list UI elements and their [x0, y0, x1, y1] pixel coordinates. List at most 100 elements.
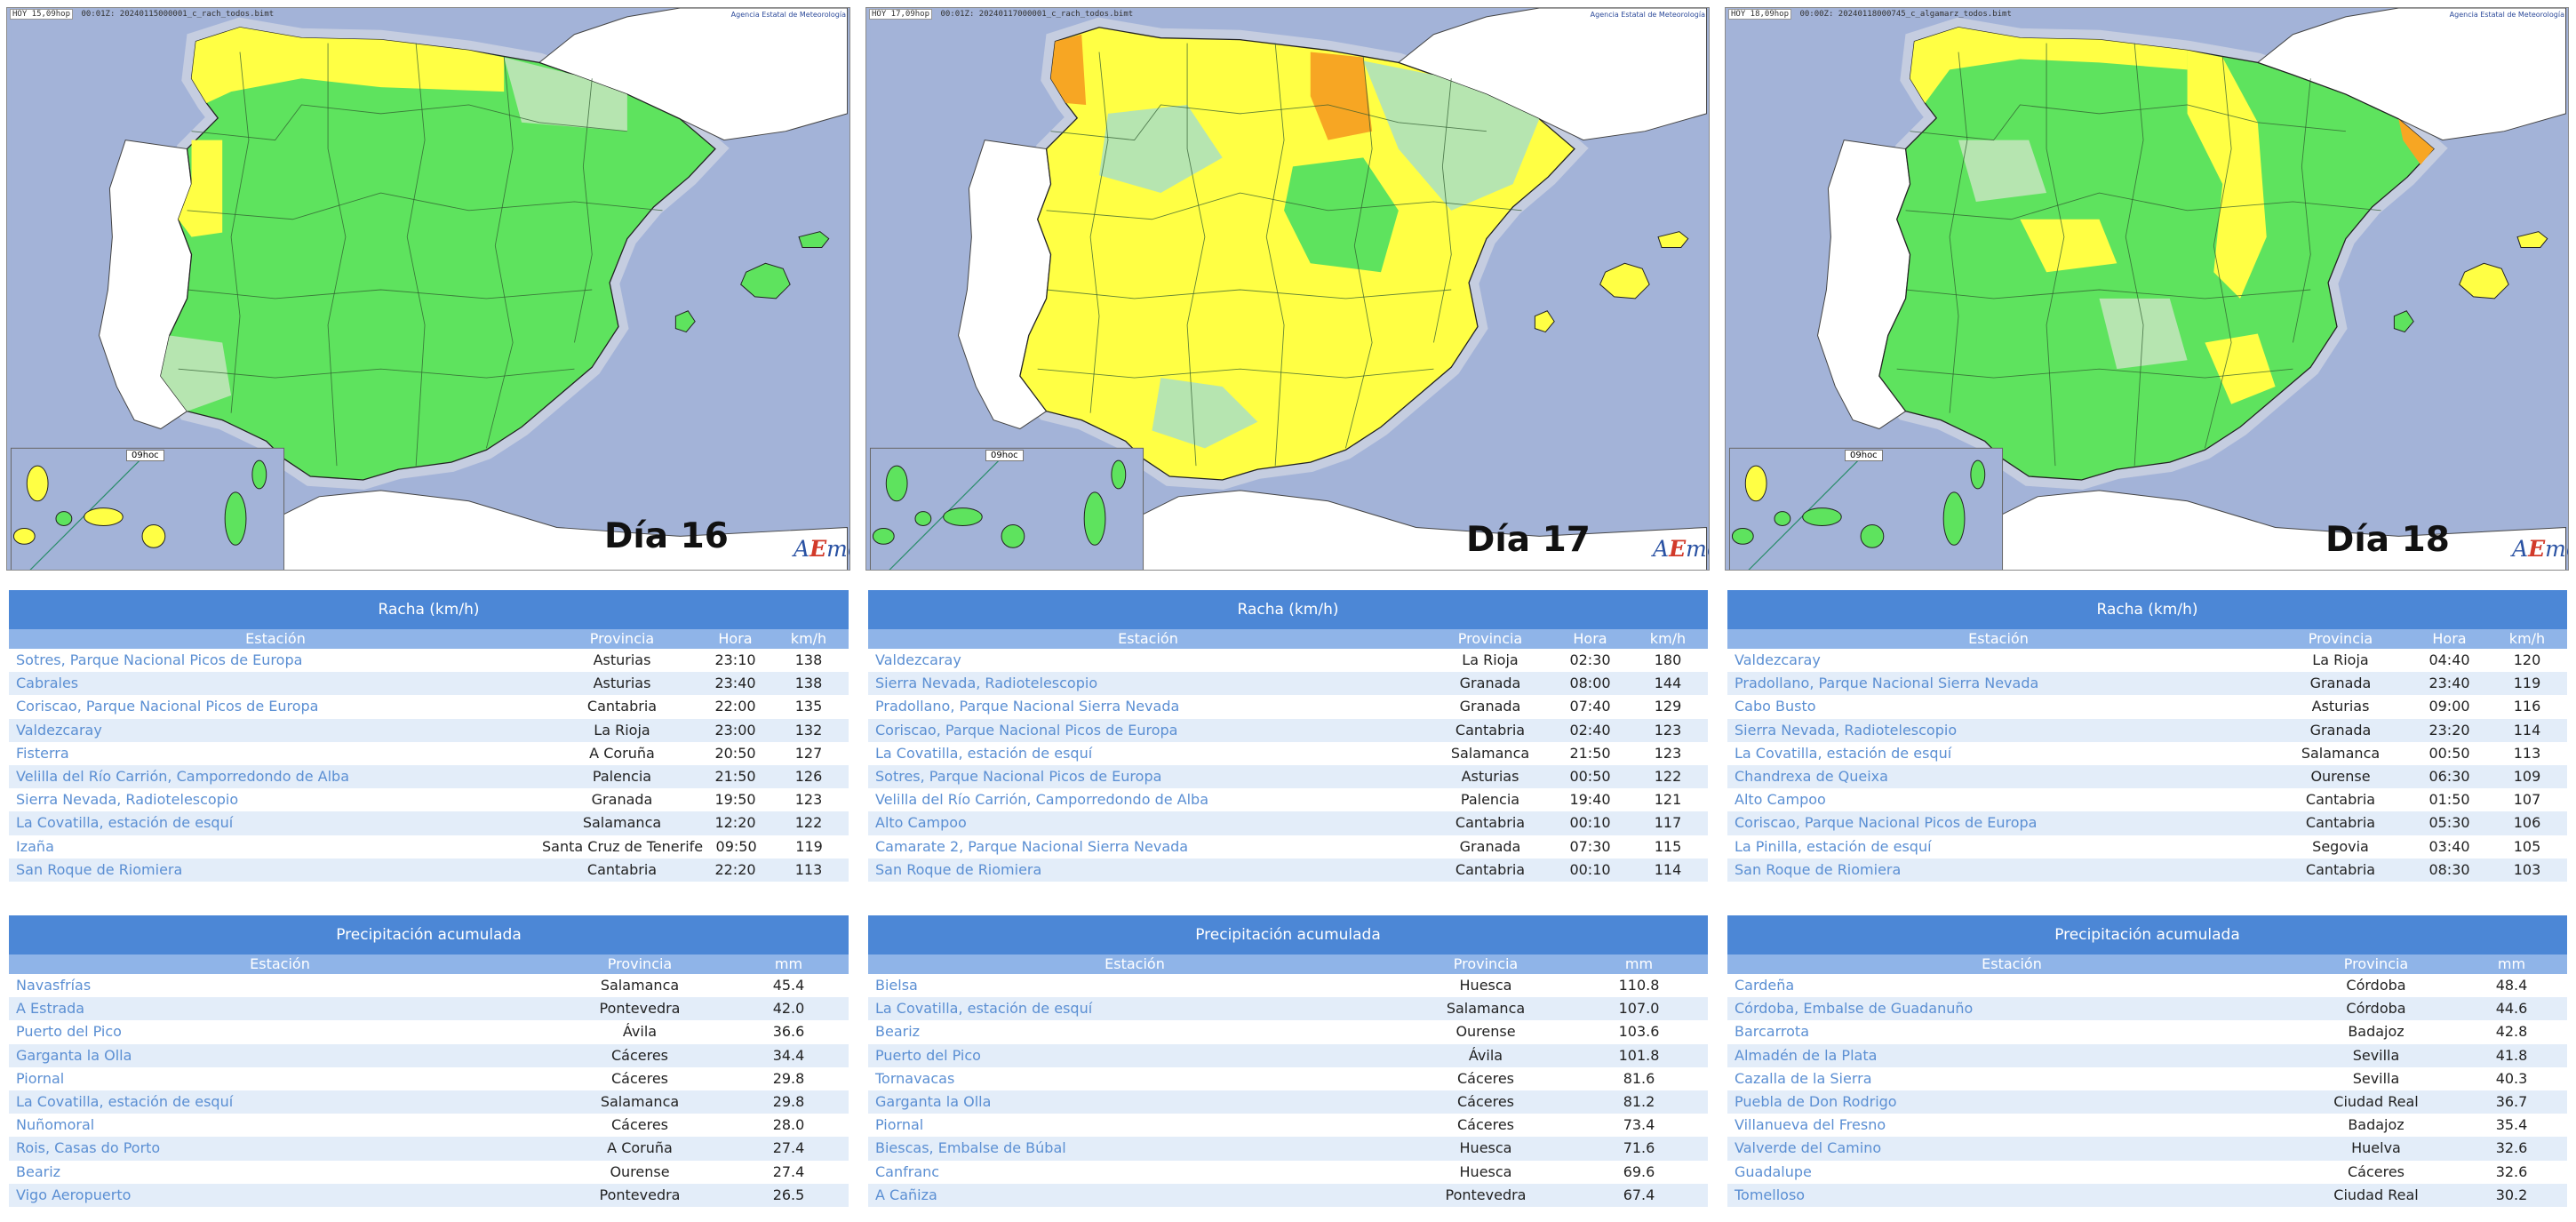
table-row: Coriscao, Parque Nacional Picos de Europ… [9, 695, 849, 719]
station-link[interactable]: Nuñomoral [16, 1116, 95, 1134]
warning-zone-north [191, 27, 505, 103]
station-link[interactable]: Navasfrías [16, 977, 92, 994]
station-link[interactable]: Sierra Nevada, Radiotelescopio [1735, 721, 1958, 739]
station-link[interactable]: La Pinilla, estación de esquí [1735, 837, 1932, 855]
inset-time-label: 09hoc [985, 450, 1024, 461]
table-row: A Cañiza Pontevedra 67.4 [868, 1183, 1708, 1207]
station-link[interactable]: Coriscao, Parque Nacional Picos de Europ… [1735, 814, 2038, 832]
station-link[interactable]: La Covatilla, estación de esquí [875, 1000, 1093, 1018]
station-link[interactable]: Córdoba, Embalse de Guadanuño [1735, 1000, 1974, 1018]
station-link[interactable]: La Covatilla, estación de esquí [16, 814, 234, 832]
station-link[interactable]: Beariz [875, 1023, 921, 1041]
station-link[interactable]: Velilla del Río Carrión, Camporredondo d… [875, 791, 1209, 809]
station-link[interactable]: Coriscao, Parque Nacional Picos de Europ… [875, 721, 1178, 739]
inset-time-label: 09hoc [1845, 450, 1883, 461]
station-link[interactable]: Biescas, Embalse de Búbal [875, 1139, 1066, 1157]
station-link[interactable]: San Roque de Riomiera [16, 860, 183, 878]
station-link[interactable]: Valverde del Camino [1735, 1139, 1882, 1157]
station-link[interactable]: Pradollano, Parque Nacional Sierra Nevad… [1735, 675, 2039, 692]
station-link[interactable]: A Cañiza [875, 1186, 937, 1203]
station-link[interactable]: Vigo Aeropuerto [16, 1186, 132, 1203]
table-row: Tornavacas Cáceres 81.6 [868, 1066, 1708, 1090]
station-link[interactable]: Velilla del Río Carrión, Camporredondo d… [16, 767, 350, 785]
table-row: A Estrada Pontevedra 42.0 [9, 997, 849, 1021]
station-link[interactable]: Sotres, Parque Nacional Picos de Europa [16, 651, 303, 668]
station-link[interactable]: Puebla de Don Rodrigo [1735, 1092, 1897, 1110]
table-title: Racha (km/h) [1727, 590, 2567, 629]
table-row: La Covatilla, estación de esquí Salamanca… [1727, 741, 2567, 765]
table-title: Racha (km/h) [9, 590, 849, 629]
station-link[interactable]: Alto Campoo [875, 814, 967, 832]
table-row: La Covatilla, estación de esquí Salamanca… [9, 1090, 849, 1114]
station-link[interactable]: Camarate 2, Parque Nacional Sierra Nevad… [875, 837, 1189, 855]
station-link[interactable]: Canfranc [875, 1162, 940, 1180]
station-link[interactable]: Guadalupe [1735, 1162, 1812, 1180]
station-link[interactable]: Valdezcaray [16, 721, 102, 739]
station-link[interactable]: Izaña [16, 837, 54, 855]
table-title: Precipitación acumulada [868, 915, 1708, 954]
station-link[interactable]: Piornal [875, 1116, 924, 1134]
station-link[interactable]: La Covatilla, estación de esquí [16, 1092, 234, 1110]
station-link[interactable]: Valdezcaray [875, 651, 961, 668]
warning-map: HOY 18,09hop 00:00Z: 20240118000745_c_al… [1725, 7, 2569, 571]
station-link[interactable]: Barcarrota [1735, 1023, 1809, 1041]
station-link[interactable]: Beariz [16, 1162, 61, 1180]
table-row: Camarate 2, Parque Nacional Sierra Nevad… [868, 835, 1708, 859]
table-row: Villanueva del Fresno Badajoz 35.4 [1727, 1114, 2567, 1138]
map-status-bar: HOY 17,09hop 00:01Z: 20240117000001_c_ra… [869, 9, 1134, 20]
station-link[interactable]: Tornavacas [875, 1069, 955, 1087]
station-link[interactable]: Rois, Casas do Porto [16, 1139, 161, 1157]
station-link[interactable]: La Covatilla, estación de esquí [875, 744, 1093, 762]
table-row: Velilla del Río Carrión, Camporredondo d… [9, 764, 849, 789]
station-link[interactable]: La Covatilla, estación de esquí [1735, 744, 1952, 762]
station-link[interactable]: Sotres, Parque Nacional Picos de Europa [875, 767, 1162, 785]
warning-map: HOY 15,09hop 00:01Z: 20240115000001_c_ra… [6, 7, 850, 571]
table-row: Navasfrías Salamanca 45.4 [9, 974, 849, 998]
station-link[interactable]: Puerto del Pico [875, 1046, 981, 1064]
table-row: San Roque de Riomiera Cantabria 08:30 103 [1727, 858, 2567, 882]
station-link[interactable]: Piornal [16, 1069, 65, 1087]
station-link[interactable]: Fisterra [16, 744, 69, 762]
watch-zone-mancha [2099, 298, 2188, 370]
table-title: Racha (km/h) [868, 590, 1708, 629]
station-link[interactable]: Cazalla de la Sierra [1735, 1069, 1872, 1087]
station-link[interactable]: Valdezcaray [1735, 651, 1821, 668]
station-link[interactable]: San Roque de Riomiera [875, 860, 1042, 878]
station-link[interactable]: Alto Campoo [1735, 791, 1826, 809]
station-link[interactable]: Almadén de la Plata [1735, 1046, 1878, 1064]
station-link[interactable]: Sierra Nevada, Radiotelescopio [16, 791, 239, 809]
wind-gust-table: Racha (km/h) Estación Provincia Hora km/… [9, 590, 849, 882]
aemet-logo: AEmet [1653, 536, 1709, 562]
station-link[interactable]: San Roque de Riomiera [1735, 860, 1902, 878]
watch-zone-ebro [1363, 60, 1540, 211]
station-link[interactable]: Villanueva del Fresno [1735, 1116, 1886, 1134]
table-header: Estación Provincia Hora km/h [9, 629, 849, 649]
station-link[interactable]: Coriscao, Parque Nacional Picos de Europ… [16, 698, 319, 715]
day-label: Día 17 [1466, 520, 1591, 560]
calm-zone-center [1284, 157, 1399, 273]
map-date-stamp: HOY 17,09hop [869, 9, 933, 20]
station-link[interactable]: Tomelloso [1735, 1186, 1806, 1203]
station-link[interactable]: Sierra Nevada, Radiotelescopio [875, 675, 1098, 692]
table-row: Valverde del Camino Huelva 32.6 [1727, 1137, 2567, 1161]
table-row: Coriscao, Parque Nacional Picos de Europ… [868, 718, 1708, 742]
station-link[interactable]: Pradollano, Parque Nacional Sierra Nevad… [875, 698, 1180, 715]
map-graphic [10, 8, 849, 570]
table-row: Barcarrota Badajoz 42.8 [1727, 1020, 2567, 1044]
station-link[interactable]: Garganta la Olla [16, 1046, 132, 1064]
station-link[interactable]: Chandrexa de Queixa [1735, 767, 1888, 785]
station-link[interactable]: Bielsa [875, 977, 918, 994]
station-link[interactable]: Cabrales [16, 675, 79, 692]
table-body: Sotres, Parque Nacional Picos de Europa A… [9, 649, 849, 882]
table-row: Canfranc Huesca 69.6 [868, 1160, 1708, 1184]
table-row: Izaña Santa Cruz de Tenerife 09:50 119 [9, 835, 849, 859]
table-header: Estación Provincia mm [868, 954, 1708, 974]
day-label: Día 18 [2325, 520, 2450, 560]
station-link[interactable]: Puerto del Pico [16, 1023, 122, 1041]
map-file-name: 00:01Z: 20240117000001_c_rach_todos.bimt [940, 10, 1134, 19]
station-link[interactable]: Cardeña [1735, 977, 1795, 994]
orange-zone-girona [2398, 118, 2434, 165]
station-link[interactable]: Garganta la Olla [875, 1092, 992, 1110]
station-link[interactable]: Cabo Busto [1735, 698, 1816, 715]
station-link[interactable]: A Estrada [16, 1000, 85, 1018]
